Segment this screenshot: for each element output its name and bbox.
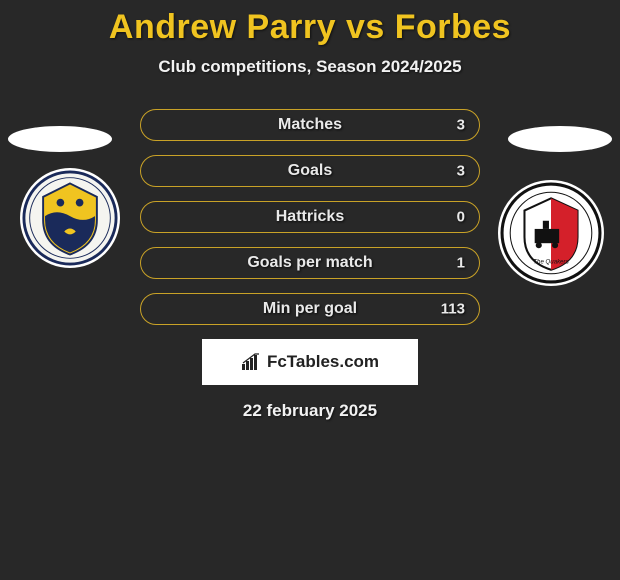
crest-darlington-icon: The Quakers (500, 182, 602, 284)
stat-row: Goals 3 (140, 155, 480, 187)
stat-value-right: 3 (457, 117, 465, 134)
stat-row: Matches 3 (140, 109, 480, 141)
svg-text:The Quakers: The Quakers (533, 259, 568, 266)
stat-row: Hattricks 0 (140, 201, 480, 233)
branding-text: FcTables.com (267, 352, 379, 372)
comparison-title: Andrew Parry vs Forbes (0, 0, 620, 47)
bar-chart-icon (241, 353, 263, 371)
stat-value-right: 113 (441, 301, 465, 318)
stat-label: Min per goal (263, 300, 357, 318)
stat-label: Goals (288, 162, 332, 180)
club-crest-right: The Quakers (498, 180, 604, 286)
comparison-subtitle: Club competitions, Season 2024/2025 (0, 57, 620, 77)
stat-label: Hattricks (276, 208, 344, 226)
stat-value-right: 0 (457, 209, 465, 226)
player-name-pill-left (8, 126, 112, 152)
branding-logo: FcTables.com (241, 352, 379, 372)
player-name-pill-right (508, 126, 612, 152)
club-crest-left (20, 168, 120, 268)
stat-value-right: 3 (457, 163, 465, 180)
stat-row: Min per goal 113 (140, 293, 480, 325)
branding-box[interactable]: FcTables.com (202, 339, 418, 385)
comparison-date: 22 february 2025 (0, 401, 620, 421)
stat-value-right: 1 (457, 255, 465, 272)
stat-row: Goals per match 1 (140, 247, 480, 279)
stat-label: Goals per match (247, 254, 372, 272)
stat-label: Matches (278, 116, 342, 134)
crest-southport-icon (22, 170, 118, 266)
